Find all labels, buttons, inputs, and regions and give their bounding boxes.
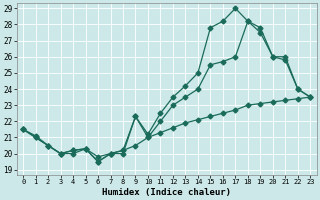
X-axis label: Humidex (Indice chaleur): Humidex (Indice chaleur)	[102, 188, 231, 197]
